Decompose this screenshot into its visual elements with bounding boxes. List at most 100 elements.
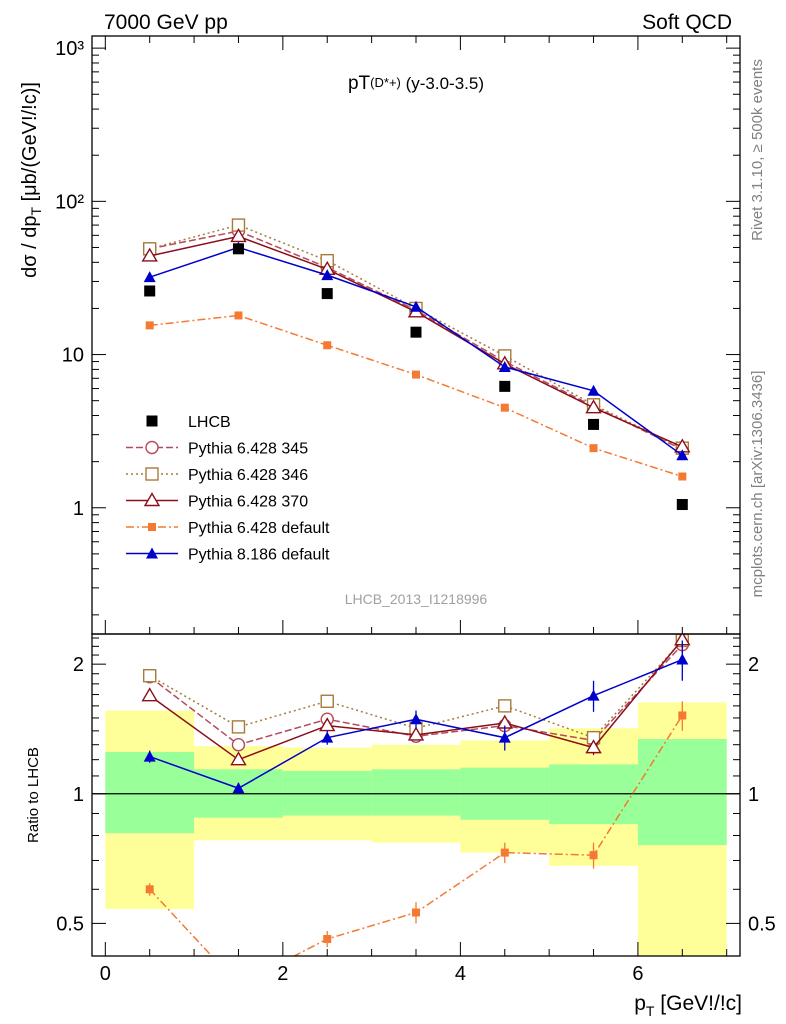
series-pythia-6-428-default-top — [145, 311, 687, 481]
point-pythia-6-428-default-3 — [323, 341, 332, 350]
lhcb-point-1 — [144, 285, 156, 297]
header-right: Soft QCD — [642, 11, 732, 34]
legend-label: Pythia 6.428 346 — [188, 467, 308, 484]
top-ytick-label: 10² — [55, 191, 84, 213]
ratio-point-pythia-6-428-346-1 — [142, 669, 157, 683]
series-pythia-6-428-default-ratio — [145, 701, 687, 989]
ratio-point-pythia-8-186-default-4 — [410, 713, 422, 725]
ratio-ytick-label-right: 0.5 — [748, 913, 776, 935]
ratio-point-pythia-6-428-370-4 — [407, 726, 425, 741]
ratio-point-pythia-6-428-346-2 — [231, 720, 246, 734]
top-y-ticks: 1 10 10² 10³ — [55, 38, 740, 616]
ratio-ytick-label-left: 1 — [73, 784, 84, 806]
point-pythia-6-428-default-1 — [145, 321, 154, 330]
point-pythia-6-428-370-1 — [141, 247, 158, 262]
ratio-point-pythia-6-428-default-7 — [678, 711, 687, 720]
legend-label: Pythia 6.428 default — [188, 520, 330, 537]
ratio-point-pythia-6-428-346-3 — [320, 694, 334, 708]
lhcb-point-5 — [499, 380, 511, 392]
point-pythia-6-428-default-7 — [678, 472, 687, 481]
ratio-point-pythia-6-428-370-2 — [230, 751, 247, 766]
ratio-point-pythia-6-428-default-2 — [234, 981, 242, 989]
xtick-label: 0 — [100, 963, 111, 985]
ratio-ytick-label-left: 2 — [73, 654, 84, 676]
point-pythia-8-186-default-5 — [498, 360, 511, 372]
legend-marker — [148, 523, 156, 531]
legend-item-5: Pythia 6.428 default — [126, 520, 330, 537]
legend-marker — [145, 440, 159, 455]
watermark: LHCB_2013_I1218996 — [345, 591, 488, 607]
ratio-point-pythia-6-428-370-3 — [319, 717, 336, 732]
lhcb-point-6 — [588, 418, 600, 430]
inner-band-bin-4 — [371, 769, 461, 816]
top-panel: pT(D*+) (y-3.0-3.5) LHCB_2013_I1218996 1… — [55, 35, 741, 635]
ratio-point-pythia-6-428-default-3 — [323, 934, 332, 943]
xtick-label: 6 — [632, 963, 643, 985]
legend-item-4: Pythia 6.428 370 — [126, 492, 308, 511]
ratio-point-pythia-6-428-default-6 — [589, 851, 598, 860]
ratio-ytick-label-right: 2 — [748, 654, 759, 676]
ratio-point-pythia-8-186-default-6 — [587, 689, 600, 701]
ratio-point-pythia-6-428-345-2 — [231, 738, 246, 752]
ratio-point-pythia-6-428-370-1 — [141, 687, 158, 702]
legend: LHCB Pythia 6.428 345 Pythia 6.428 346 Pyth… — [126, 414, 330, 564]
inner-band-bin-7 — [637, 739, 727, 846]
x-axis-label: pT [GeV!/!c] — [634, 992, 742, 1019]
point-pythia-8-186-default-1 — [143, 271, 156, 283]
ratio-point-pythia-6-428-default-4 — [412, 908, 420, 917]
point-pythia-6-428-default-4 — [412, 370, 420, 379]
legend-label: LHCB — [188, 414, 231, 431]
inner-band-bin-1 — [105, 752, 195, 834]
point-pythia-8-186-default-6 — [587, 384, 600, 396]
lhcb-point-7 — [676, 499, 688, 511]
title-suffix: (y-3.0-3.5) — [401, 74, 484, 93]
y-axis-label-bottom: Ratio to LHCB — [25, 747, 42, 843]
ratio-point-pythia-6-428-default-5 — [500, 848, 509, 857]
plot-title: pT(D*+) (y-3.0-3.5) — [348, 73, 484, 94]
series-pythia-6-428-370-top — [141, 228, 691, 453]
legend-marker — [146, 415, 158, 427]
point-pythia-8-186-default-4 — [410, 300, 422, 312]
series-lhcb — [144, 243, 688, 511]
legend-item-3: Pythia 6.428 346 — [126, 467, 308, 484]
point-pythia-6-428-default-2 — [234, 311, 243, 320]
ratio-point-pythia-8-186-default-5 — [498, 731, 511, 743]
x-ticks: 0 2 4 6 — [100, 36, 728, 985]
point-pythia-8-186-default-3 — [321, 269, 334, 281]
legend-item-6: Pythia 8.186 default — [126, 547, 330, 564]
title-sub: (D*+) — [370, 75, 401, 90]
ratio-panel: 0.5 0.5 1 1 2 2 — [56, 633, 776, 989]
ratio-ytick-label-right: 1 — [748, 784, 759, 806]
xtick-label: 2 — [277, 963, 288, 985]
ratio-y-ticks: 0.5 0.5 1 1 2 2 — [56, 637, 776, 935]
legend-item-1: LHCB — [146, 414, 231, 431]
legend-marker — [145, 467, 159, 481]
lhcb-point-3 — [321, 288, 333, 300]
legend-marker — [143, 492, 161, 507]
y-axis-label-top: dσ / dpT [μb/(GeV!/!c)] — [19, 82, 44, 278]
side-mcplots-text: mcplots.cern.ch [arXiv:1306.3436] — [749, 371, 766, 598]
ratio-point-pythia-8-186-default-1 — [143, 750, 156, 762]
point-pythia-6-428-default-5 — [500, 403, 509, 412]
lhcb-point-4 — [410, 326, 422, 338]
point-pythia-8-186-default-7 — [676, 449, 689, 461]
top-ytick-label: 10 — [62, 345, 84, 367]
legend-item-2: Pythia 6.428 345 — [126, 441, 308, 458]
ratio-point-pythia-6-428-370-6 — [585, 739, 602, 754]
ratio-point-pythia-8-186-default-3 — [321, 731, 334, 743]
point-pythia-6-428-370-2 — [230, 228, 247, 243]
top-ytick-label: 1 — [73, 498, 84, 520]
legend-label: Pythia 6.428 370 — [188, 494, 308, 511]
title-main: pT — [348, 73, 371, 94]
ratio-point-pythia-8-186-default-7 — [676, 653, 689, 665]
header-left: 7000 GeV pp — [104, 11, 228, 34]
point-pythia-6-428-370-6 — [585, 399, 602, 414]
ratio-point-pythia-6-428-346-5 — [498, 699, 512, 713]
legend-marker — [146, 547, 158, 559]
series-pythia-6-428-370-ratio — [141, 634, 691, 766]
point-pythia-6-428-default-6 — [589, 444, 598, 453]
xtick-label: 4 — [455, 963, 466, 985]
ratio-ytick-label-left: 0.5 — [56, 913, 84, 935]
top-ytick-label: 10³ — [55, 38, 84, 60]
